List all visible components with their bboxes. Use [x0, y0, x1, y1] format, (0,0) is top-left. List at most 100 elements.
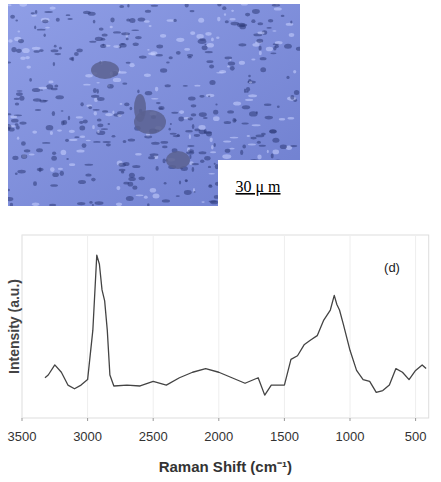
- speckle: [225, 57, 233, 60]
- speckle: [29, 153, 35, 155]
- speckle: [205, 32, 211, 36]
- speckle: [39, 49, 44, 52]
- speckle: [202, 45, 208, 50]
- speckle: [22, 154, 27, 158]
- speckle: [113, 31, 121, 33]
- plot-frame: [22, 235, 429, 418]
- speckle: [100, 44, 106, 48]
- speckle: [213, 110, 218, 115]
- speckle: [239, 61, 245, 65]
- speckle: [249, 81, 252, 83]
- speckle: [31, 12, 35, 14]
- speckle: [68, 116, 70, 120]
- speckle: [211, 38, 214, 42]
- speckle: [16, 90, 22, 92]
- speckle: [130, 107, 133, 110]
- speckle: [290, 21, 292, 24]
- speckle: [113, 45, 120, 48]
- speckle: [201, 201, 204, 203]
- speckle: [48, 81, 53, 84]
- speckle: [120, 103, 123, 105]
- speckle: [272, 4, 280, 7]
- speckle: [97, 123, 103, 127]
- speckle: [15, 173, 18, 175]
- speckle: [93, 88, 97, 93]
- speckle: [20, 56, 26, 60]
- speckle: [176, 195, 180, 197]
- speckle: [52, 111, 55, 116]
- speckle: [26, 66, 31, 69]
- speckle: [76, 150, 84, 153]
- speckle: [69, 57, 73, 60]
- speckle: [112, 135, 116, 137]
- particle: [91, 61, 119, 79]
- speckle: [137, 90, 139, 94]
- speckle: [205, 51, 213, 53]
- speckle: [8, 189, 10, 191]
- speckle: [269, 129, 276, 133]
- speckle: [102, 110, 108, 112]
- speckle: [242, 123, 249, 125]
- speckle: [116, 186, 120, 190]
- speckle: [50, 167, 55, 172]
- speckle: [83, 84, 90, 86]
- speckle: [118, 71, 127, 73]
- speckle: [208, 166, 211, 168]
- speckle: [136, 194, 144, 196]
- speckle: [227, 110, 234, 113]
- x-tick: [218, 418, 219, 421]
- speckle: [166, 61, 170, 63]
- speckle: [248, 94, 257, 97]
- panel-label: (d): [384, 260, 400, 275]
- speckle: [112, 111, 114, 115]
- speckle: [192, 167, 195, 172]
- speckle: [217, 17, 220, 22]
- speckle: [50, 7, 56, 10]
- x-tick: [22, 418, 23, 421]
- speckle: [189, 134, 191, 139]
- speckle: [239, 25, 246, 30]
- speckle: [91, 178, 96, 182]
- x-tick: [284, 418, 285, 421]
- speckle: [138, 18, 146, 22]
- speckle: [145, 10, 151, 13]
- speckle: [231, 10, 234, 12]
- speckle: [80, 136, 85, 138]
- speckle: [144, 136, 152, 139]
- speckle: [153, 193, 160, 198]
- speckle: [273, 150, 280, 155]
- speckle: [99, 27, 104, 30]
- speckle: [162, 199, 170, 202]
- speckle: [85, 74, 93, 77]
- speckle: [190, 10, 195, 12]
- speckle: [114, 113, 122, 116]
- speckle: [131, 29, 139, 31]
- speckle: [54, 53, 61, 55]
- speckle: [252, 9, 260, 14]
- speckle: [22, 48, 30, 53]
- speckle: [37, 168, 44, 171]
- speckle: [69, 130, 75, 133]
- speckle: [17, 170, 26, 174]
- speckle: [77, 202, 85, 205]
- speckle: [251, 58, 255, 60]
- speckle: [176, 38, 184, 42]
- speckle: [158, 106, 164, 110]
- speckle: [102, 33, 108, 36]
- speckle: [92, 125, 95, 129]
- grid-line: [284, 235, 285, 418]
- speckle: [252, 124, 261, 126]
- speckle: [50, 131, 53, 135]
- speckle: [139, 55, 147, 58]
- speckle: [160, 34, 166, 38]
- speckle: [190, 31, 195, 35]
- speckle: [14, 98, 20, 100]
- speckle: [76, 116, 83, 118]
- speckle: [188, 149, 194, 153]
- grid-line: [218, 235, 219, 418]
- speckle: [159, 108, 163, 110]
- speckle: [245, 13, 250, 17]
- speckle: [204, 156, 210, 160]
- speckle: [257, 155, 261, 160]
- speckle: [196, 34, 203, 39]
